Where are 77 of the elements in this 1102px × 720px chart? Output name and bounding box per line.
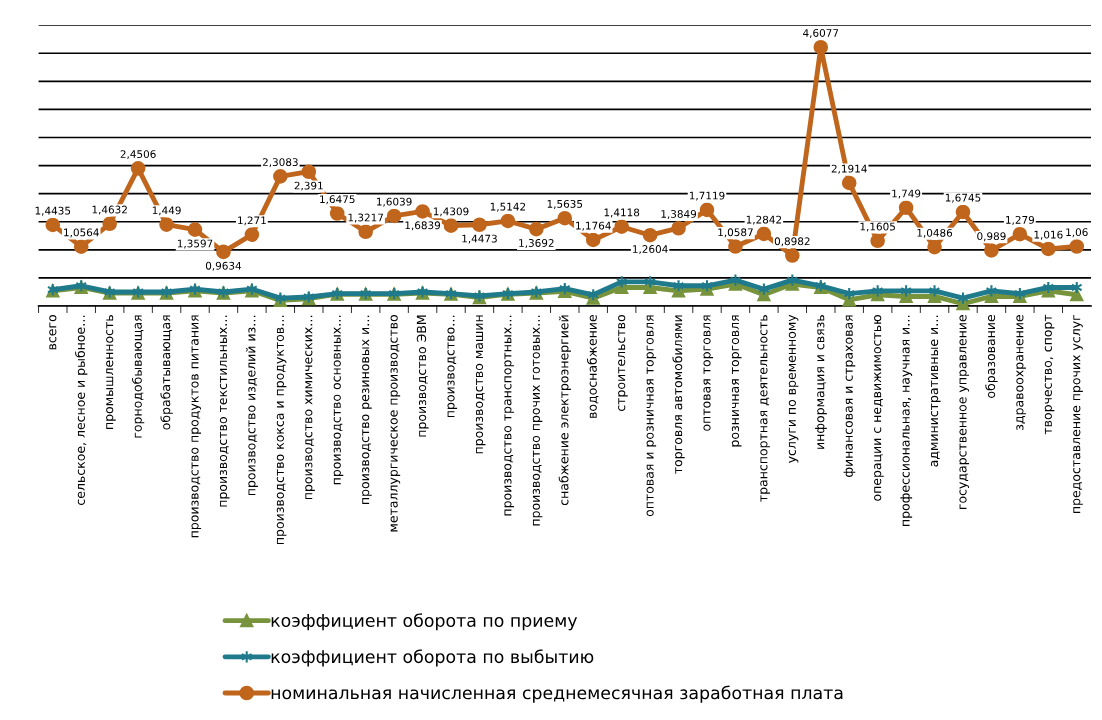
- data-label: 1,5635: [547, 199, 583, 209]
- x-tick-label: услуги по временному: [788, 314, 799, 464]
- data-label: 2,3083: [262, 158, 298, 168]
- data-label: 1,3849: [661, 209, 697, 219]
- x-tick-label: административные и…: [930, 315, 941, 467]
- data-label: 1,3692: [519, 239, 554, 248]
- x-tick-label: творчество, спорт: [1044, 314, 1055, 435]
- x-tick-label: производство основных…: [333, 315, 344, 485]
- data-label: 1,271: [238, 216, 266, 226]
- x-tick-label: розничная торговля: [731, 315, 742, 447]
- data-label: 1,016: [1034, 230, 1063, 240]
- x-tick-label: информация и связь: [815, 315, 827, 449]
- x-tick-label: образование: [985, 315, 998, 398]
- x-tick-label: производство прочих готовых…: [532, 315, 543, 526]
- x-tick-label: всего: [49, 315, 57, 350]
- legend-label: номинальная начисленная среднемесячная заработная плата: [271, 685, 843, 703]
- data-label: 0,8982: [774, 237, 810, 247]
- data-label: 1,4632: [92, 205, 127, 215]
- x-tick-label: обрабатывающая: [160, 315, 173, 430]
- data-label: 1,6475: [320, 195, 355, 205]
- x-tick-label: снабжение электроэнергией: [558, 315, 571, 506]
- data-label: 1,1764: [576, 221, 611, 231]
- x-tick-label: предоставление прочих услуг: [1073, 314, 1083, 513]
- data-label: 0,9634: [205, 261, 242, 271]
- data-label: 1,6039: [377, 197, 412, 207]
- data-label: 1,279: [1006, 215, 1035, 225]
- data-label: 1,3217: [348, 213, 383, 223]
- x-tick-label: строительство: [618, 315, 628, 412]
- x-tick-label: здравоохранение: [1016, 315, 1026, 430]
- x-tick-label: оптовая торговля: [703, 315, 714, 431]
- legend-label: коэффициент оборота по приему: [271, 613, 578, 631]
- x-tick-label: производство ЭВМ: [416, 315, 429, 437]
- x-tick-label: производство продуктов питания: [191, 315, 202, 538]
- data-label: 0,989: [977, 232, 1006, 242]
- data-label: 1,3597: [177, 239, 213, 249]
- data-label: 2,1914: [831, 164, 867, 174]
- x-tick-label: производство изделий из…: [245, 315, 258, 496]
- data-label: 1,6839: [405, 221, 441, 231]
- x-tick-label: профессиональная, научная и…: [900, 315, 913, 526]
- data-label: 1,4435: [35, 206, 71, 216]
- data-label: 1,6745: [945, 193, 981, 203]
- x-tick-label: производство кокса и продуктов…: [276, 315, 287, 545]
- x-tick-label: операции с недвижимостью: [874, 315, 884, 501]
- x-tick-label: оптовая и розничная торговля: [646, 315, 657, 517]
- data-label: 1,7119: [689, 191, 725, 201]
- data-label: 1,449: [152, 206, 181, 216]
- x-tick-label: производство текстильных…: [219, 315, 230, 507]
- data-label: 1,4473: [462, 234, 497, 244]
- data-label: 1,2604: [633, 245, 668, 255]
- data-label: 4,6077: [803, 29, 839, 38]
- data-label: 1,0587: [718, 228, 753, 238]
- x-tick-label: металлургическое производство: [390, 315, 401, 532]
- legend-label: коэффициент оборота по выбытию: [271, 649, 594, 667]
- data-label: 1,1605: [860, 222, 895, 232]
- data-label: 1,0486: [917, 228, 953, 238]
- data-label: 1,4118: [604, 208, 640, 218]
- x-tick-label: сельское, лесное и рыбное…: [75, 315, 88, 505]
- x-tick-label: транспортная деятельность: [760, 315, 770, 502]
- data-label: 1,5142: [490, 202, 526, 212]
- x-tick-label: производство транспортных…: [504, 315, 514, 516]
- data-label: 1,0564: [64, 228, 99, 238]
- x-tick-label: горнодобывающая: [131, 315, 145, 438]
- x-tick-label: производство резиновых и…: [362, 315, 372, 504]
- x-tick-label: финансовая и страховая: [843, 315, 856, 477]
- x-tick-label: промышленность: [106, 315, 116, 429]
- data-label: 1,4309: [433, 207, 469, 217]
- x-tick-label: производство…: [447, 315, 458, 418]
- data-label: 2,4506: [120, 150, 156, 160]
- x-tick-label: производство машин: [475, 315, 486, 454]
- x-tick-label: производство химических…: [305, 315, 315, 500]
- x-tick-label: водоснабжение: [586, 315, 599, 418]
- x-tick-label: государственное управление: [959, 315, 970, 509]
- data-label: 1,749: [892, 189, 921, 199]
- data-label: 2,391: [294, 181, 323, 191]
- data-label: 1,06: [1066, 228, 1088, 238]
- data-label: 1,2842: [746, 215, 782, 225]
- x-tick-label: торговля автомобилями: [672, 315, 685, 474]
